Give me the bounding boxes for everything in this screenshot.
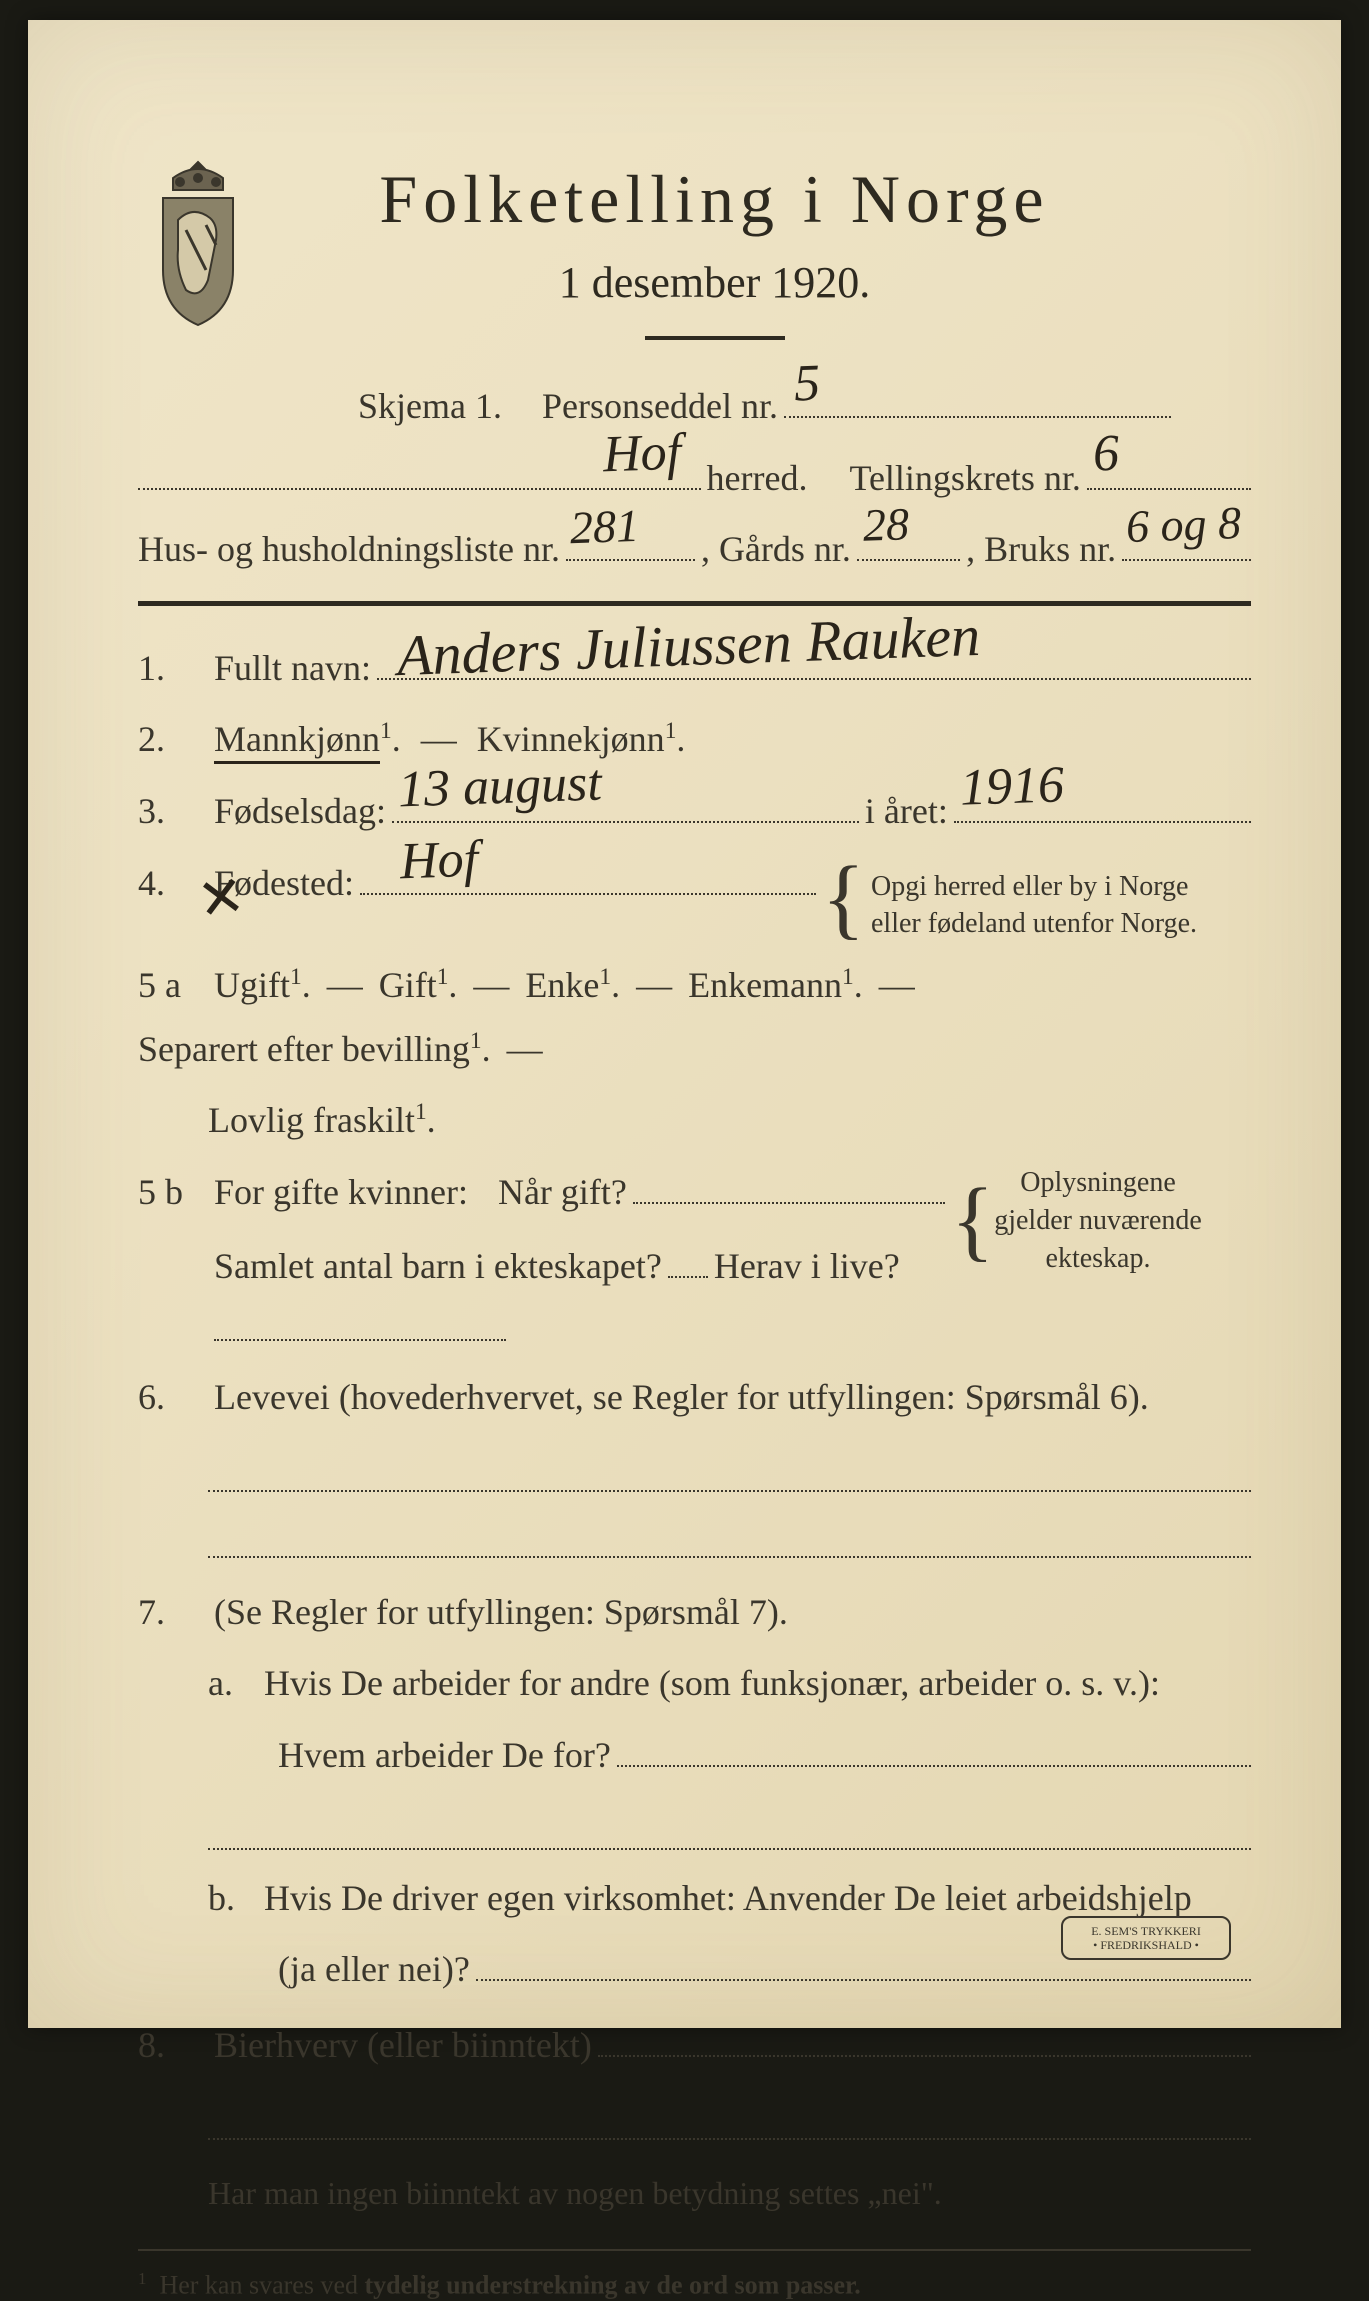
q7a-field: [617, 1727, 1251, 1767]
personseddel-value: 5: [793, 342, 822, 426]
meta-row-2: Hof herred. Tellingskrets nr. 6: [138, 450, 1251, 508]
title-block: Folketelling i Norge 1 desember 1920.: [298, 160, 1251, 368]
q7a-num: a.: [208, 1655, 258, 1713]
q1-row: 1. Fullt navn: Anders Juliussen Rauken: [138, 640, 1251, 698]
q4-field: Hof: [360, 855, 816, 895]
blank-line: [208, 2123, 1251, 2141]
q5b-sidenote: Oplysningene gjelder nuværende ekteskap.: [994, 1164, 1202, 1277]
q3-day-field: 13 august: [392, 783, 859, 823]
page-title: Folketelling i Norge: [298, 160, 1131, 239]
q5b-num: 5 b: [138, 1164, 208, 1222]
bruks-value: 6 og 8: [1125, 486, 1242, 564]
divider: [138, 2249, 1251, 2251]
q5a-opt-4: Separert efter bevilling1.: [138, 1021, 491, 1079]
q7b-num: b.: [208, 1870, 258, 1928]
tellingskrets-value: 6: [1091, 412, 1120, 496]
q6-label: Levevei (hovederhvervet, se Regler for u…: [214, 1369, 1149, 1427]
header: Folketelling i Norge 1 desember 1920.: [138, 160, 1251, 368]
q3-label: Fødselsdag:: [214, 783, 386, 841]
meta-row-1: Skjema 1. Personseddel nr. 5: [138, 378, 1251, 436]
q7a-row2: Hvem arbeider De for?: [138, 1727, 1251, 1785]
q7-row: 7. (Se Regler for utfyllingen: Spørsmål …: [138, 1584, 1251, 1642]
brace-icon: {: [951, 1189, 994, 1252]
q5b-live-field: [214, 1301, 506, 1341]
q1-field: Anders Juliussen Rauken: [377, 640, 1251, 680]
blank-line: [208, 1540, 1251, 1558]
q7b-line2: (ja eller nei)?: [278, 1941, 470, 1999]
q3-row: 3. Fødselsdag: 13 august i året: 1916: [138, 783, 1251, 841]
page-subtitle: 1 desember 1920.: [298, 257, 1131, 308]
q1-label: Fullt navn:: [214, 640, 371, 698]
gards-value: 28: [862, 487, 911, 562]
tellingskrets-field: 6: [1087, 450, 1251, 490]
q5a-opt-1: Gift1.: [379, 957, 458, 1015]
gards-field: 28: [857, 522, 960, 562]
q5a-num: 5 a: [138, 957, 208, 1015]
footnote: 1 Her kan svares ved tydelig understrekn…: [138, 2269, 1251, 2301]
q5b-row: 5 b For gifte kvinner: Når gift? Samlet …: [138, 1164, 1251, 1355]
note: Har man ingen biinntekt av nogen betydni…: [138, 2168, 1251, 2219]
q4-row: ✕ 4. Fødested: Hof { Opgi herred eller b…: [138, 855, 1251, 944]
bruks-field: 6 og 8: [1122, 522, 1251, 562]
form-meta: Skjema 1. Personseddel nr. 5 Hof herred.…: [138, 378, 1251, 579]
blank-line: [208, 1474, 1251, 1492]
q5a-tail: Lovlig fraskilt1.: [208, 1092, 436, 1150]
q7b-line1: Hvis De driver egen virksomhet: Anvender…: [264, 1870, 1192, 1928]
q5b-barn-field: [668, 1238, 708, 1278]
q7a-line1: Hvis De arbeider for andre (som funksjon…: [264, 1655, 1160, 1713]
q6-num: 6.: [138, 1369, 208, 1427]
q6-blank-lines: [138, 1440, 1251, 1557]
q5a-opt-0: Ugift1.: [214, 957, 311, 1015]
q1-num: 1.: [138, 640, 208, 698]
meta-row-3: Hus- og husholdningsliste nr. 281 , Gård…: [138, 521, 1251, 579]
q8-row: 8. Bierhverv (eller biinntekt): [138, 2017, 1251, 2075]
bruks-label: , Bruks nr.: [966, 521, 1116, 579]
divider: [645, 336, 785, 340]
q8-label: Bierhverv (eller biinntekt): [214, 2017, 592, 2075]
herred-label: herred.: [707, 450, 808, 508]
q7-num: 7.: [138, 1584, 208, 1642]
skjema-label: Skjema 1.: [358, 378, 502, 436]
hus-label: Hus- og husholdningsliste nr.: [138, 521, 560, 579]
q5b-line2: Samlet antal barn i ekteskapet? Herav i …: [214, 1238, 945, 1341]
q2-row: 2. Mannkjønn1. — Kvinnekjønn1.: [138, 711, 1251, 769]
q5a-opt-3: Enkemann1.: [688, 957, 863, 1015]
q2-num: 2.: [138, 711, 208, 769]
q2-option-male: Mannkjønn1.: [214, 711, 401, 769]
q5a-row-2: Lovlig fraskilt1.: [138, 1092, 1251, 1150]
coat-of-arms-icon: [138, 150, 258, 330]
q3-year-label: i året:: [865, 783, 948, 841]
q7a-row1: a. Hvis De arbeider for andre (som funks…: [138, 1655, 1251, 1713]
hus-field: 281: [566, 522, 695, 562]
q3-num: 3.: [138, 783, 208, 841]
q3-year-value: 1916: [958, 744, 1065, 831]
census-form-page: Folketelling i Norge 1 desember 1920. Sk…: [28, 20, 1341, 2028]
printer-stamp: E. SEM'S TRYKKERI• FREDRIKSHALD •: [1061, 1916, 1231, 1960]
q4-sidenote: Opgi herred eller by i Norge eller fødel…: [871, 868, 1251, 944]
footnote-text: Her kan svares ved tydelig understreknin…: [159, 2271, 860, 2300]
blank-line: [208, 1832, 1251, 1850]
q8-field: [598, 2017, 1251, 2057]
hus-value: 281: [569, 488, 641, 564]
q7a-line2: Hvem arbeider De for?: [278, 1727, 611, 1785]
q7-label: (Se Regler for utfyllingen: Spørsmål 7).: [214, 1584, 788, 1642]
q8-num: 8.: [138, 2017, 208, 2075]
q3-year-field: 1916: [954, 783, 1251, 823]
q1-value: Anders Juliussen Rauken: [396, 590, 982, 703]
q5b-gift-field: [633, 1164, 945, 1204]
q7a-blank: [138, 1798, 1251, 1850]
q4-value: Hof: [399, 818, 480, 904]
gards-label: , Gårds nr.: [701, 521, 851, 579]
herred-field: Hof: [138, 450, 701, 490]
herred-value: Hof: [601, 411, 682, 497]
q6-row: 6. Levevei (hovederhvervet, se Regler fo…: [138, 1369, 1251, 1427]
q5b-right: { Oplysningene gjelder nuværende ekteska…: [951, 1164, 1251, 1277]
q5a-row: 5 a Ugift1. — Gift1. — Enke1. — Enkemann…: [138, 957, 1251, 1078]
q8-blank: [138, 2089, 1251, 2141]
brace-icon: {: [822, 867, 865, 930]
q5b-line1: For gifte kvinner: Når gift?: [214, 1164, 945, 1222]
q5a-opt-2: Enke1.: [525, 957, 620, 1015]
q5b-left: For gifte kvinner: Når gift? Samlet anta…: [214, 1164, 945, 1355]
